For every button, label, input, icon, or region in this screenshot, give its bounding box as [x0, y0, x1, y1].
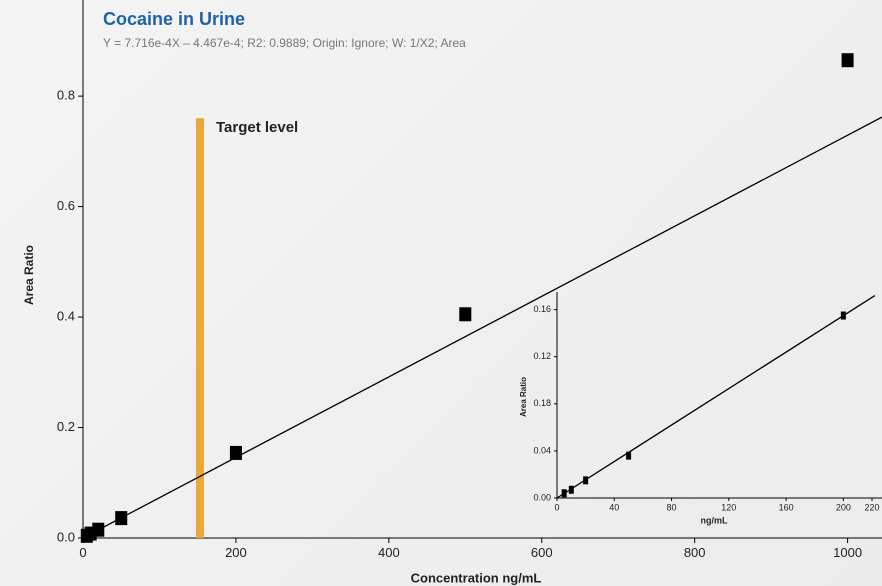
x-tick-label: 800: [684, 545, 706, 560]
inset-x-tick-label: 40: [609, 503, 619, 513]
point: [841, 53, 854, 68]
chart-title: Cocaine in Urine: [103, 9, 245, 29]
y-tick-label: 0.2: [57, 419, 75, 434]
y-tick-label: 0.8: [57, 88, 75, 103]
inset-y-axis-label: Area Ratio: [519, 377, 528, 417]
inset-y-tick-label: 0.12: [533, 351, 551, 361]
x-tick-label: 600: [531, 545, 553, 560]
fit-line: [82, 116, 882, 539]
target-bar: [195, 118, 204, 539]
target-label: Target level: [216, 119, 298, 136]
x-tick-label: 400: [378, 545, 400, 560]
inset-point: [561, 489, 567, 498]
point: [229, 445, 242, 460]
inset-y-tick-label: 0.04: [533, 445, 551, 455]
inset-x-tick-label: 160: [779, 503, 794, 513]
chart-subtitle: Y = 7.716e-4X – 4.467e-4; R2: 0.9889; Or…: [103, 36, 466, 50]
inset-x-axis-label: ng/mL: [701, 515, 728, 525]
x-tick-label: 0: [79, 545, 86, 560]
inset-x-tick-label: 220: [864, 503, 879, 513]
inset-x-tick-label: 80: [667, 503, 677, 513]
inset-point: [626, 451, 632, 460]
point: [115, 511, 128, 526]
inset-y-tick-label: 0.00: [533, 492, 551, 502]
inset-fit-line: [556, 294, 876, 499]
inset-point: [840, 311, 846, 320]
y-axis-label: Area Ratio: [22, 245, 36, 305]
inset-y-tick-label: 0.16: [533, 304, 551, 314]
inset-x-tick-label: 0: [554, 503, 559, 513]
inset-point: [583, 476, 589, 485]
inset-x-tick-label: 120: [721, 503, 736, 513]
inset-y-tick-label: 0.18: [533, 398, 551, 408]
y-tick-label: 0.4: [57, 308, 75, 323]
y-tick-label: 0.6: [57, 198, 75, 213]
inset-x-tick-label: 200: [836, 503, 851, 513]
inset-point: [568, 485, 574, 494]
point: [92, 522, 105, 537]
x-axis-label: Concentration ng/mL: [411, 570, 542, 585]
x-tick-label: 1000: [833, 545, 862, 560]
x-tick-label: 200: [225, 545, 247, 560]
point: [459, 307, 472, 322]
y-tick-label: 0.0: [57, 529, 75, 544]
